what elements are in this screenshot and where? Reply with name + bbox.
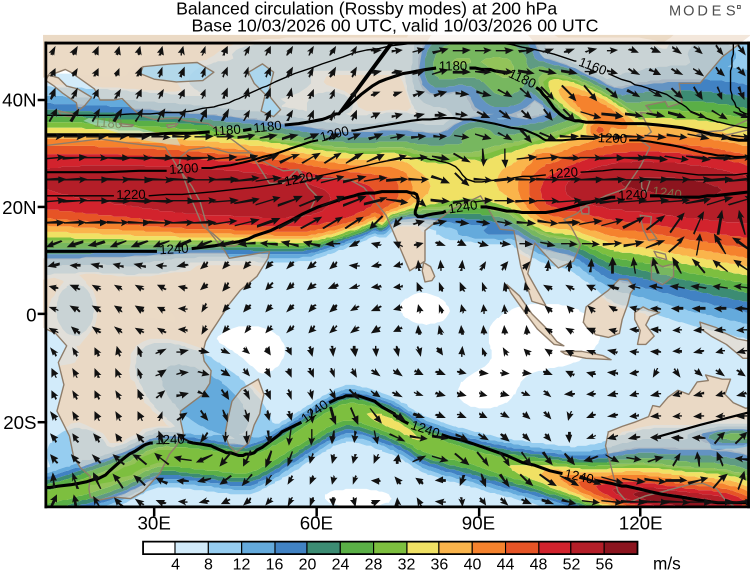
svg-text:1220: 1220 bbox=[116, 187, 146, 203]
svg-text:16: 16 bbox=[266, 556, 284, 573]
svg-text:1240: 1240 bbox=[155, 432, 185, 448]
svg-text:m/s: m/s bbox=[653, 553, 681, 573]
svg-text:1180: 1180 bbox=[253, 118, 283, 136]
svg-text:32: 32 bbox=[398, 556, 416, 573]
svg-text:1240: 1240 bbox=[618, 187, 648, 203]
svg-text:1200: 1200 bbox=[169, 160, 199, 177]
svg-text:S: S bbox=[726, 4, 736, 20]
svg-text:20N: 20N bbox=[2, 197, 36, 218]
svg-text:28: 28 bbox=[365, 556, 383, 573]
svg-text:44: 44 bbox=[497, 556, 515, 573]
svg-text:O: O bbox=[683, 4, 694, 20]
svg-text:56: 56 bbox=[596, 556, 614, 573]
svg-text:Base 10/03/2026 00 UTC, valid: Base 10/03/2026 00 UTC, valid 10/03/2026… bbox=[192, 16, 599, 36]
svg-text:1200: 1200 bbox=[318, 123, 350, 145]
svg-text:24: 24 bbox=[332, 556, 350, 573]
svg-text:4: 4 bbox=[171, 556, 180, 573]
svg-text:1240: 1240 bbox=[563, 466, 595, 487]
svg-text:1180: 1180 bbox=[212, 122, 241, 139]
svg-text:1180: 1180 bbox=[439, 58, 468, 73]
svg-text:8: 8 bbox=[204, 556, 213, 573]
svg-text:1240: 1240 bbox=[159, 241, 189, 258]
svg-text:120E: 120E bbox=[619, 512, 663, 533]
svg-text:M: M bbox=[669, 4, 681, 20]
svg-text:12: 12 bbox=[233, 556, 251, 573]
svg-text:20S: 20S bbox=[3, 412, 36, 433]
svg-text:1200: 1200 bbox=[598, 130, 628, 146]
svg-text:40: 40 bbox=[464, 556, 482, 573]
svg-text:Balanced circulation (Rossby m: Balanced circulation (Rossby modes) at 2… bbox=[176, 0, 557, 18]
svg-text:1220: 1220 bbox=[283, 169, 315, 189]
svg-text:E: E bbox=[712, 4, 722, 20]
svg-text:52: 52 bbox=[563, 556, 581, 573]
svg-text:1220: 1220 bbox=[548, 164, 578, 181]
svg-text:40N: 40N bbox=[2, 89, 36, 110]
svg-text:36: 36 bbox=[431, 556, 449, 573]
svg-text:60E: 60E bbox=[300, 512, 333, 533]
svg-text:30E: 30E bbox=[138, 512, 171, 533]
svg-text:1240: 1240 bbox=[447, 197, 478, 216]
svg-text:48: 48 bbox=[530, 556, 548, 573]
svg-text:D: D bbox=[697, 4, 708, 20]
svg-text:20: 20 bbox=[299, 556, 317, 573]
svg-text:90E: 90E bbox=[462, 512, 495, 533]
svg-text:0: 0 bbox=[26, 304, 36, 325]
